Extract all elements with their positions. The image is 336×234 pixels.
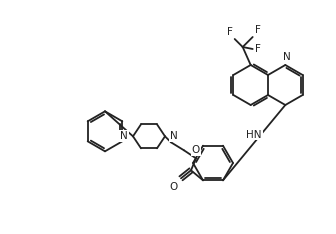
Text: F: F	[255, 44, 260, 54]
Text: O: O	[170, 182, 178, 192]
Text: F: F	[227, 27, 233, 37]
Text: N: N	[284, 52, 291, 62]
Text: O: O	[192, 145, 200, 155]
Text: N: N	[170, 131, 178, 141]
Text: F: F	[255, 25, 260, 35]
Text: N: N	[120, 131, 128, 141]
Text: HN: HN	[246, 130, 262, 140]
